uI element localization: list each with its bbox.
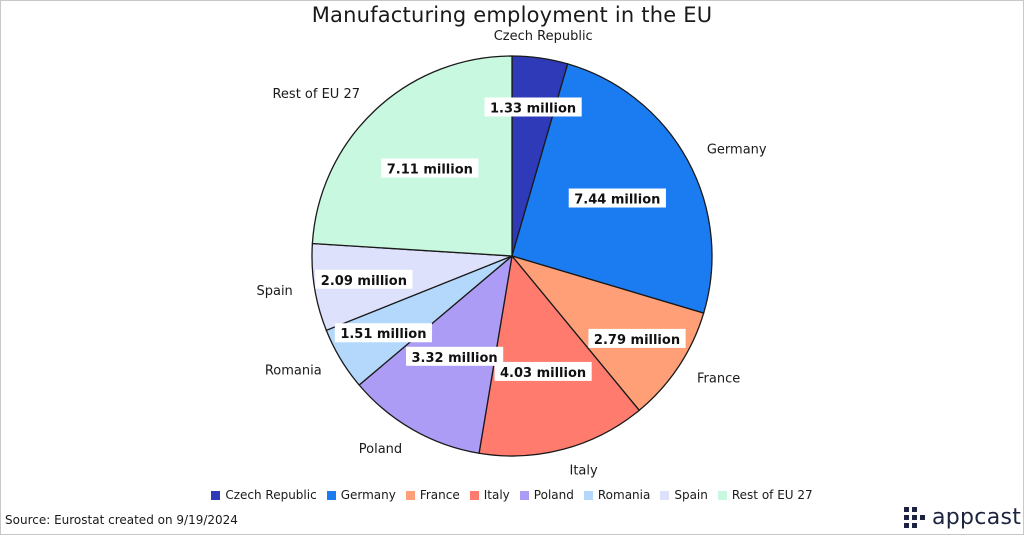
value-label-france: 2.79 million xyxy=(594,333,680,348)
legend-swatch-germany xyxy=(326,490,336,500)
legend-swatch-romania xyxy=(583,490,593,500)
category-label-spain: Spain xyxy=(256,284,292,299)
appcast-logo: appcast xyxy=(904,505,1021,530)
legend-item-spain: Spain xyxy=(660,488,708,502)
value-label-germany: 7.44 million xyxy=(574,193,660,208)
category-label-poland: Poland xyxy=(359,442,402,457)
value-label-bg-italy xyxy=(494,361,592,381)
source-note: Source: Eurostat created on 9/19/2024 xyxy=(5,513,238,527)
value-label-bg-france xyxy=(588,328,686,348)
legend-swatch-poland xyxy=(519,490,529,500)
value-label-spain: 2.09 million xyxy=(321,274,407,289)
legend-label-poland: Poland xyxy=(533,488,574,502)
value-label-poland: 3.32 million xyxy=(412,351,498,366)
category-label-italy: Italy xyxy=(569,463,598,478)
legend-label-italy: Italy xyxy=(483,488,510,502)
value-label-bg-germany xyxy=(568,188,666,208)
legend-item-rest-of-eu-27: Rest of EU 27 xyxy=(717,488,813,502)
category-label-romania: Romania xyxy=(265,363,322,378)
chart-title: Manufacturing employment in the EU xyxy=(311,3,713,27)
legend-label-spain: Spain xyxy=(674,488,708,502)
slice-rest-of-eu-27 xyxy=(311,55,513,257)
legend-swatch-rest-of-eu-27 xyxy=(717,490,727,500)
category-label-czech-republic: Czech Republic xyxy=(494,29,593,44)
appcast-logo-text: appcast xyxy=(932,505,1022,530)
legend-swatch-italy xyxy=(469,490,479,500)
slice-italy xyxy=(478,254,641,457)
legend-swatch-france xyxy=(405,490,415,500)
legend-swatch-czech-republic xyxy=(211,490,221,500)
value-label-bg-spain xyxy=(315,269,413,289)
value-label-bg-czech-republic xyxy=(484,97,582,117)
category-label-germany: Germany xyxy=(707,143,767,158)
legend-label-romania: Romania xyxy=(597,488,651,502)
legend-item-france: France xyxy=(405,488,460,502)
value-label-bg-rest-of-eu-27 xyxy=(381,158,479,178)
value-label-bg-poland xyxy=(406,346,504,366)
value-label-italy: 4.03 million xyxy=(500,366,586,381)
legend-label-rest-of-eu-27: Rest of EU 27 xyxy=(731,488,813,502)
value-label-czech-republic: 1.33 million xyxy=(490,101,576,116)
legend-item-germany: Germany xyxy=(326,488,396,502)
legend-label-france: France xyxy=(419,488,460,502)
legend-item-italy: Italy xyxy=(469,488,510,502)
chart-legend: Czech Republic Germany France Italy Poland Ro… xyxy=(0,488,1024,502)
value-label-bg-romania xyxy=(334,323,433,343)
legend-label-germany: Germany xyxy=(340,488,396,502)
appcast-logo-mark-icon xyxy=(904,506,925,528)
legend-item-czech-republic: Czech Republic xyxy=(211,488,317,502)
legend-item-poland: Poland xyxy=(519,488,574,502)
value-label-rest-of-eu-27: 7.11 million xyxy=(387,163,473,178)
legend-label-czech-republic: Czech Republic xyxy=(225,488,317,502)
legend-swatch-spain xyxy=(660,490,670,500)
value-label-romania: 1.51 million xyxy=(340,327,426,342)
category-label-rest-of-eu-27: Rest of EU 27 xyxy=(272,87,360,102)
slice-germany xyxy=(511,63,713,314)
category-label-france: France xyxy=(697,372,740,387)
legend-item-romania: Romania xyxy=(583,488,651,502)
